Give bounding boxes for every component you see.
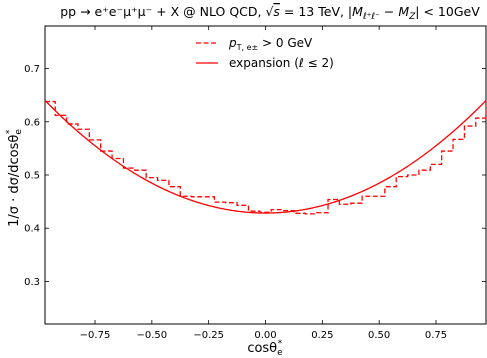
title-cut: | < 10GeV: [415, 4, 480, 19]
title-mass-symbol: M: [352, 4, 363, 19]
y-axis-label-prefix: 1/σ · dσ/dcosθ: [7, 135, 22, 227]
x-tick-label: 0.75: [425, 330, 447, 341]
legend-label-expansion: expansion (ℓ ≤ 2): [229, 56, 334, 70]
legend: pT, e± > 0 GeV expansion (ℓ ≤ 2): [196, 36, 334, 70]
title-energy: = 13 TeV, |: [280, 4, 352, 19]
title-mz-symbol: M: [398, 4, 409, 19]
y-axis-ticks: 0.3 0.4 0.5 0.6 0.7: [24, 64, 486, 288]
legend-label-histogram: pT, e± > 0 GeV: [228, 36, 313, 52]
title-process: pp → e⁺e⁻μ⁺μ⁻ + X @ NLO QCD,: [60, 4, 265, 19]
y-axis-label-sup: *: [5, 129, 15, 134]
series-histogram-pt-cut: [45, 100, 487, 215]
legend-label-histogram-rest: > 0 GeV: [258, 36, 313, 50]
x-tick-label: 0.50: [368, 330, 390, 341]
y-tick-label: 0.6: [24, 117, 40, 128]
legend-label-histogram-sub: T, e±: [236, 43, 259, 52]
title-sqrt-s: s: [273, 4, 280, 19]
x-tick-label: −0.25: [193, 330, 224, 341]
y-axis-label-sub: e: [14, 129, 24, 135]
y-tick-label: 0.4: [24, 224, 40, 235]
y-tick-label: 0.5: [24, 171, 40, 182]
x-axis-ticks: −0.75 −0.50 −0.25 0.00 0.25 0.50 0.75: [80, 26, 447, 341]
x-tick-label: 0.00: [254, 330, 276, 341]
x-tick-label: −0.50: [137, 330, 168, 341]
x-axis-label-sub: e: [277, 348, 283, 358]
plot-frame: [44, 25, 487, 325]
series-expansion-curve: [44, 100, 487, 214]
title-sqrt-symbol: √: [265, 4, 273, 19]
title-mass-subscript: ℓ⁺ℓ⁻: [362, 12, 380, 22]
title-minus: −: [380, 4, 398, 19]
y-tick-label: 0.3: [24, 277, 40, 288]
legend-label-histogram-main: p: [228, 36, 237, 50]
x-axis-label-sup: *: [278, 339, 283, 349]
chart-title: pp → e⁺e⁻μ⁺μ⁻ + X @ NLO QCD, √s = 13 TeV…: [60, 4, 480, 22]
x-tick-label: 0.25: [311, 330, 333, 341]
x-tick-label: −0.75: [80, 330, 111, 341]
title-mz-subscript: Z: [408, 12, 416, 22]
y-tick-label: 0.7: [24, 64, 40, 75]
x-axis-label-base: cosθ: [247, 341, 277, 356]
y-axis-label: 1/σ · dσ/dcosθe*: [5, 129, 24, 227]
x-axis-label: cosθe*: [247, 339, 283, 358]
